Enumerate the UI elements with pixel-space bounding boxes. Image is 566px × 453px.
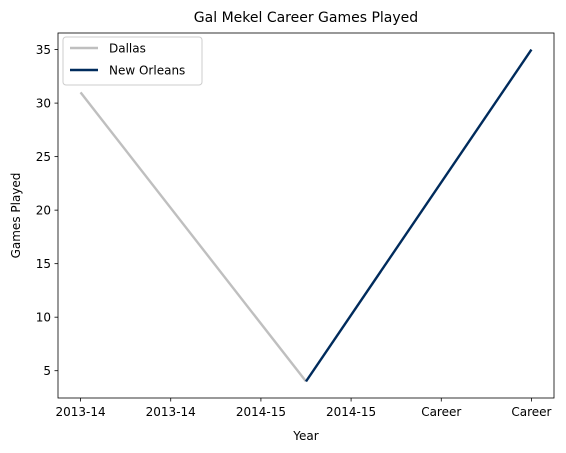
y-tick-label: 15 [36, 257, 51, 271]
y-tick-label: 10 [36, 311, 51, 325]
x-axis-title: Year [292, 429, 318, 443]
y-tick-label: 25 [36, 150, 51, 164]
x-tick-label: 2014-15 [236, 405, 286, 419]
plot-area-frame [57, 32, 555, 399]
x-tick-label: 2014-15 [326, 405, 376, 419]
legend-label: Dallas [109, 42, 146, 56]
y-tick-label: 35 [36, 43, 51, 57]
x-axis-ticks: 2013-14 2013-14 2014-15 2014-15 Career Career [55, 398, 552, 419]
x-tick-label: Career [421, 405, 461, 419]
series-line-dallas [79, 91, 307, 383]
chart-title: Gal Mekel Career Games Played [194, 10, 418, 26]
y-tick-label: 5 [43, 364, 51, 378]
x-tick-label: Career [511, 405, 551, 419]
y-tick-label: 20 [36, 204, 51, 218]
y-axis-title: Games Played [9, 173, 23, 259]
legend: Dallas New Orleans [62, 36, 203, 86]
series-line-new-orleans [305, 48, 533, 383]
y-tick-label: 30 [36, 97, 51, 111]
y-axis-ticks: 5 10 15 20 25 30 35 [36, 43, 58, 378]
legend-label: New Orleans [109, 64, 185, 78]
series-lines [79, 48, 533, 383]
x-tick-label: 2013-14 [146, 405, 196, 419]
x-tick-label: 2013-14 [55, 405, 105, 419]
